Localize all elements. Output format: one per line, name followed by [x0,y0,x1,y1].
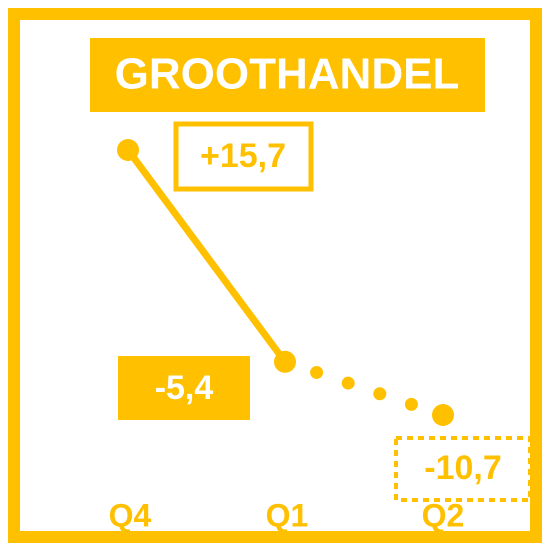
dot [310,365,324,379]
value-label-box [173,121,314,192]
dot [404,397,418,411]
line-segment [125,147,288,364]
value-label: +15,7 [200,137,286,175]
value-label: -10,7 [424,449,502,487]
dot [341,376,355,390]
dot [373,387,387,401]
title-box [90,38,485,112]
point [117,139,139,161]
x-tick-label: Q4 [109,497,152,533]
frame [8,8,542,543]
point [274,350,296,373]
x-tick-label: Q1 [266,497,309,533]
value-label-box [394,436,532,502]
value-label-box [118,356,250,420]
chart-title: GROOTHANDEL [115,50,460,99]
value-label: -5,4 [155,369,214,407]
point [432,404,454,426]
x-tick-label: Q2 [422,497,465,533]
dotted-segment [310,365,418,411]
